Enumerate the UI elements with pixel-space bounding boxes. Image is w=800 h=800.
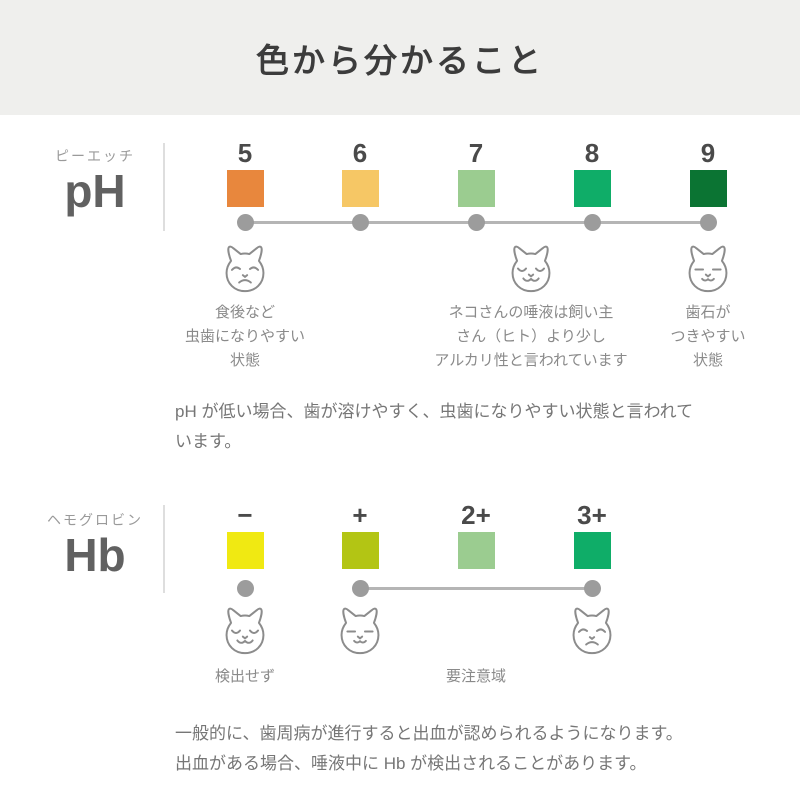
- cat-calm-icon: [333, 604, 387, 658]
- hb-color-swatch: [457, 532, 495, 569]
- hb-caption-not-detected: 検出せず: [214, 668, 275, 685]
- ph-divider: [163, 143, 165, 231]
- ph-value-label: 7: [468, 138, 484, 168]
- hb-scale-step-3plus: 3+: [534, 500, 650, 569]
- hb-note: 一般的に、歯周病が進行すると出血が認められるようになります。 出血がある場合、唾…: [175, 724, 683, 773]
- ph-note: pH が低い場合、歯が溶けやすく、虫歯になりやすい状態と言われて います。: [175, 402, 694, 451]
- ph-caption-high: 歯石が つきやすい 状態: [670, 304, 746, 369]
- cat-happy-icon: [504, 242, 558, 296]
- hb-color-swatch: [341, 532, 379, 569]
- header-band: 色から分かること: [0, 0, 800, 115]
- ph-scale-step-5: 5: [187, 138, 303, 207]
- cat-sad-icon: [565, 604, 619, 658]
- hb-divider: [163, 505, 165, 593]
- ph-color-swatch: [341, 170, 379, 207]
- cat-sad-icon: [218, 242, 272, 296]
- ph-scale-step-8: 8: [534, 138, 650, 207]
- hb-color-swatch: [573, 532, 611, 569]
- page-title: 色から分かること: [256, 41, 544, 79]
- hb-scale-step-neg: −: [187, 500, 303, 569]
- ph-value-label: 6: [352, 138, 368, 168]
- cat-happy-icon: [218, 604, 272, 658]
- ph-scale-step-7: 7: [418, 138, 534, 207]
- hb-dot-3plus: [583, 580, 601, 597]
- hb-scale-step-plus: +: [302, 500, 418, 569]
- ph-scale-step-6: 6: [302, 138, 418, 207]
- ph-value-label: 5: [237, 138, 253, 168]
- hb-dot-negative: [236, 580, 254, 597]
- ph-timeline-dot: [699, 214, 717, 231]
- ph-value-label: 8: [584, 138, 600, 168]
- hb-caution-range-line: [360, 587, 592, 590]
- hb-value-label: −: [237, 500, 253, 530]
- hb-caption-caution-zone: 要注意域: [445, 668, 506, 685]
- ph-section-label: ピーエッチ pH: [15, 146, 175, 218]
- ph-caption-mid: ネコさんの唾液は飼い主 さん（ヒト）より少し アルカリ性と言われています: [434, 304, 628, 369]
- ph-timeline-dot: [236, 214, 254, 231]
- hb-color-swatch: [226, 532, 264, 569]
- ph-value-label: 9: [700, 138, 716, 168]
- hb-scale-step-2plus: 2+: [418, 500, 534, 569]
- ph-symbol-label: pH: [64, 165, 126, 217]
- hb-value-label: +: [352, 500, 368, 530]
- ph-timeline-dot: [583, 214, 601, 231]
- ph-reading-label: ピーエッチ: [55, 148, 135, 164]
- ph-color-swatch: [457, 170, 495, 207]
- ph-color-swatch: [226, 170, 264, 207]
- ph-timeline-dot: [467, 214, 485, 231]
- hb-symbol-label: Hb: [64, 529, 126, 581]
- hb-section-label: ヘモグロビン Hb: [15, 510, 175, 582]
- cat-calm-icon: [681, 242, 735, 296]
- hb-dot-plus: [351, 580, 369, 597]
- hb-value-label: 2+: [461, 500, 491, 530]
- hb-reading-label: ヘモグロビン: [47, 512, 143, 528]
- ph-color-swatch: [689, 170, 727, 207]
- ph-color-swatch: [573, 170, 611, 207]
- hb-value-label: 3+: [577, 500, 607, 530]
- ph-scale-step-9: 9: [650, 138, 766, 207]
- ph-caption-low: 食後など 虫歯になりやすい 状態: [184, 304, 305, 369]
- ph-timeline-dot: [351, 214, 369, 231]
